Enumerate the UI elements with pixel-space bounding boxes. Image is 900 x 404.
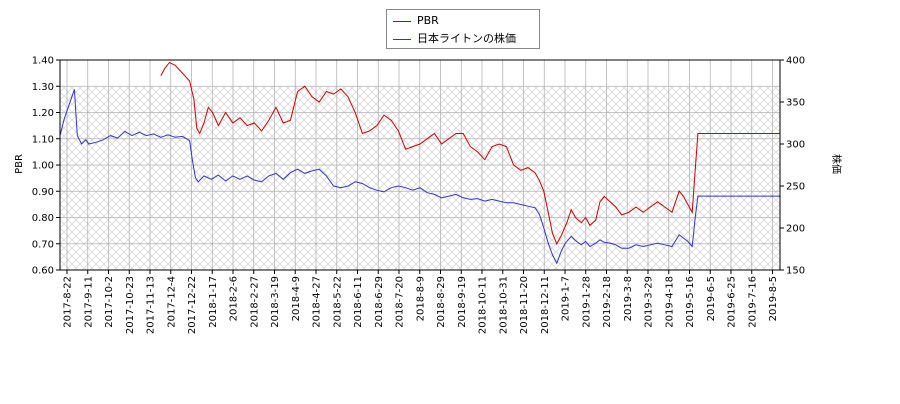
y-right-axis-label: 株価 [830, 154, 843, 174]
x-tick-label: 2018-10-31 [498, 276, 509, 334]
y-left-tick-label: 1.40 [32, 56, 54, 67]
x-tick-label: 2018-1-17 [208, 276, 219, 328]
x-tick-label: 2018-2-27 [249, 276, 260, 328]
series-line-pbr [160, 61, 780, 245]
series-line-price [59, 89, 780, 265]
x-tick-label: 2019-3-29 [644, 276, 655, 328]
x-tick-label: 2018-10-11 [478, 276, 489, 334]
x-tick-label: 2018-6-11 [353, 276, 364, 328]
x-tick-label: 2018-8-29 [436, 276, 447, 328]
x-tick-label: 2019-7-16 [747, 276, 758, 328]
legend-item-pbr: PBR [393, 12, 439, 30]
x-tick-label: 2017-12-4 [166, 276, 177, 328]
x-tick-label: 2018-12-11 [540, 276, 551, 334]
x-tick-label: 2019-8-5 [768, 276, 779, 321]
y-left-tick-label: 0.90 [32, 187, 54, 198]
y-left-tick-label: 1.30 [32, 82, 54, 93]
x-tick-label: 2018-4-9 [291, 276, 302, 321]
x-tick-label: 2018-3-19 [270, 276, 281, 328]
y-right-tick-label: 250 [786, 182, 805, 193]
y-right-tick-label: 400 [786, 56, 805, 67]
x-tick-label: 2018-4-27 [312, 276, 323, 328]
x-tick-label: 2019-2-18 [602, 276, 613, 328]
legend-item-price: 日本ライトンの株価 [393, 30, 516, 48]
x-tick-label: 2019-1-28 [581, 276, 592, 328]
x-tick-label: 2019-3-8 [623, 276, 634, 321]
y-right-tick-label: 300 [786, 140, 805, 151]
legend-label-price: 日本ライトンの株価 [417, 32, 516, 45]
y-left-tick-label: 1.00 [32, 161, 54, 172]
legend: PBR 日本ライトンの株価 [386, 9, 540, 49]
y-right-tick-label: 150 [786, 266, 805, 277]
x-tick-label: 2017-11-13 [146, 276, 157, 334]
x-tick-label: 2018-9-19 [457, 276, 468, 328]
x-tick-label: 2017-9-11 [83, 276, 94, 328]
x-tick-label: 2017-10-23 [125, 276, 136, 334]
x-tick-label: 2017-8-22 [63, 276, 74, 328]
y-left-tick-label: 1.20 [32, 108, 54, 119]
x-tick-label: 2018-5-22 [332, 276, 343, 328]
x-tick-label: 2018-2-6 [229, 276, 240, 321]
x-tick-label: 2019-6-25 [727, 276, 738, 328]
x-tick-label: 2019-4-18 [664, 276, 675, 328]
x-tick-label: 2017-12-22 [187, 276, 198, 334]
y-right-tick-label: 350 [786, 98, 805, 109]
legend-swatch-price [393, 38, 411, 40]
x-tick-label: 2018-7-20 [395, 276, 406, 328]
legend-label-pbr: PBR [417, 14, 439, 27]
y-left-axis-label: PBR [14, 154, 25, 174]
y-left-tick-label: 0.80 [32, 213, 54, 224]
x-tick-label: 2017-10-2 [104, 276, 115, 328]
y-left-tick-label: 1.10 [32, 134, 54, 145]
y-right-tick-label: 200 [786, 224, 805, 235]
x-tick-label: 2019-5-16 [685, 276, 696, 328]
x-tick-label: 2019-6-5 [706, 276, 717, 321]
x-tick-label: 2018-8-9 [415, 276, 426, 321]
legend-swatch-pbr [393, 20, 411, 22]
x-tick-label: 2018-11-20 [519, 276, 530, 334]
y-left-tick-label: 0.60 [32, 266, 54, 277]
y-left-tick-label: 0.70 [32, 239, 54, 250]
x-tick-label: 2019-1-7 [561, 276, 572, 321]
x-tick-label: 2018-6-29 [374, 276, 385, 328]
